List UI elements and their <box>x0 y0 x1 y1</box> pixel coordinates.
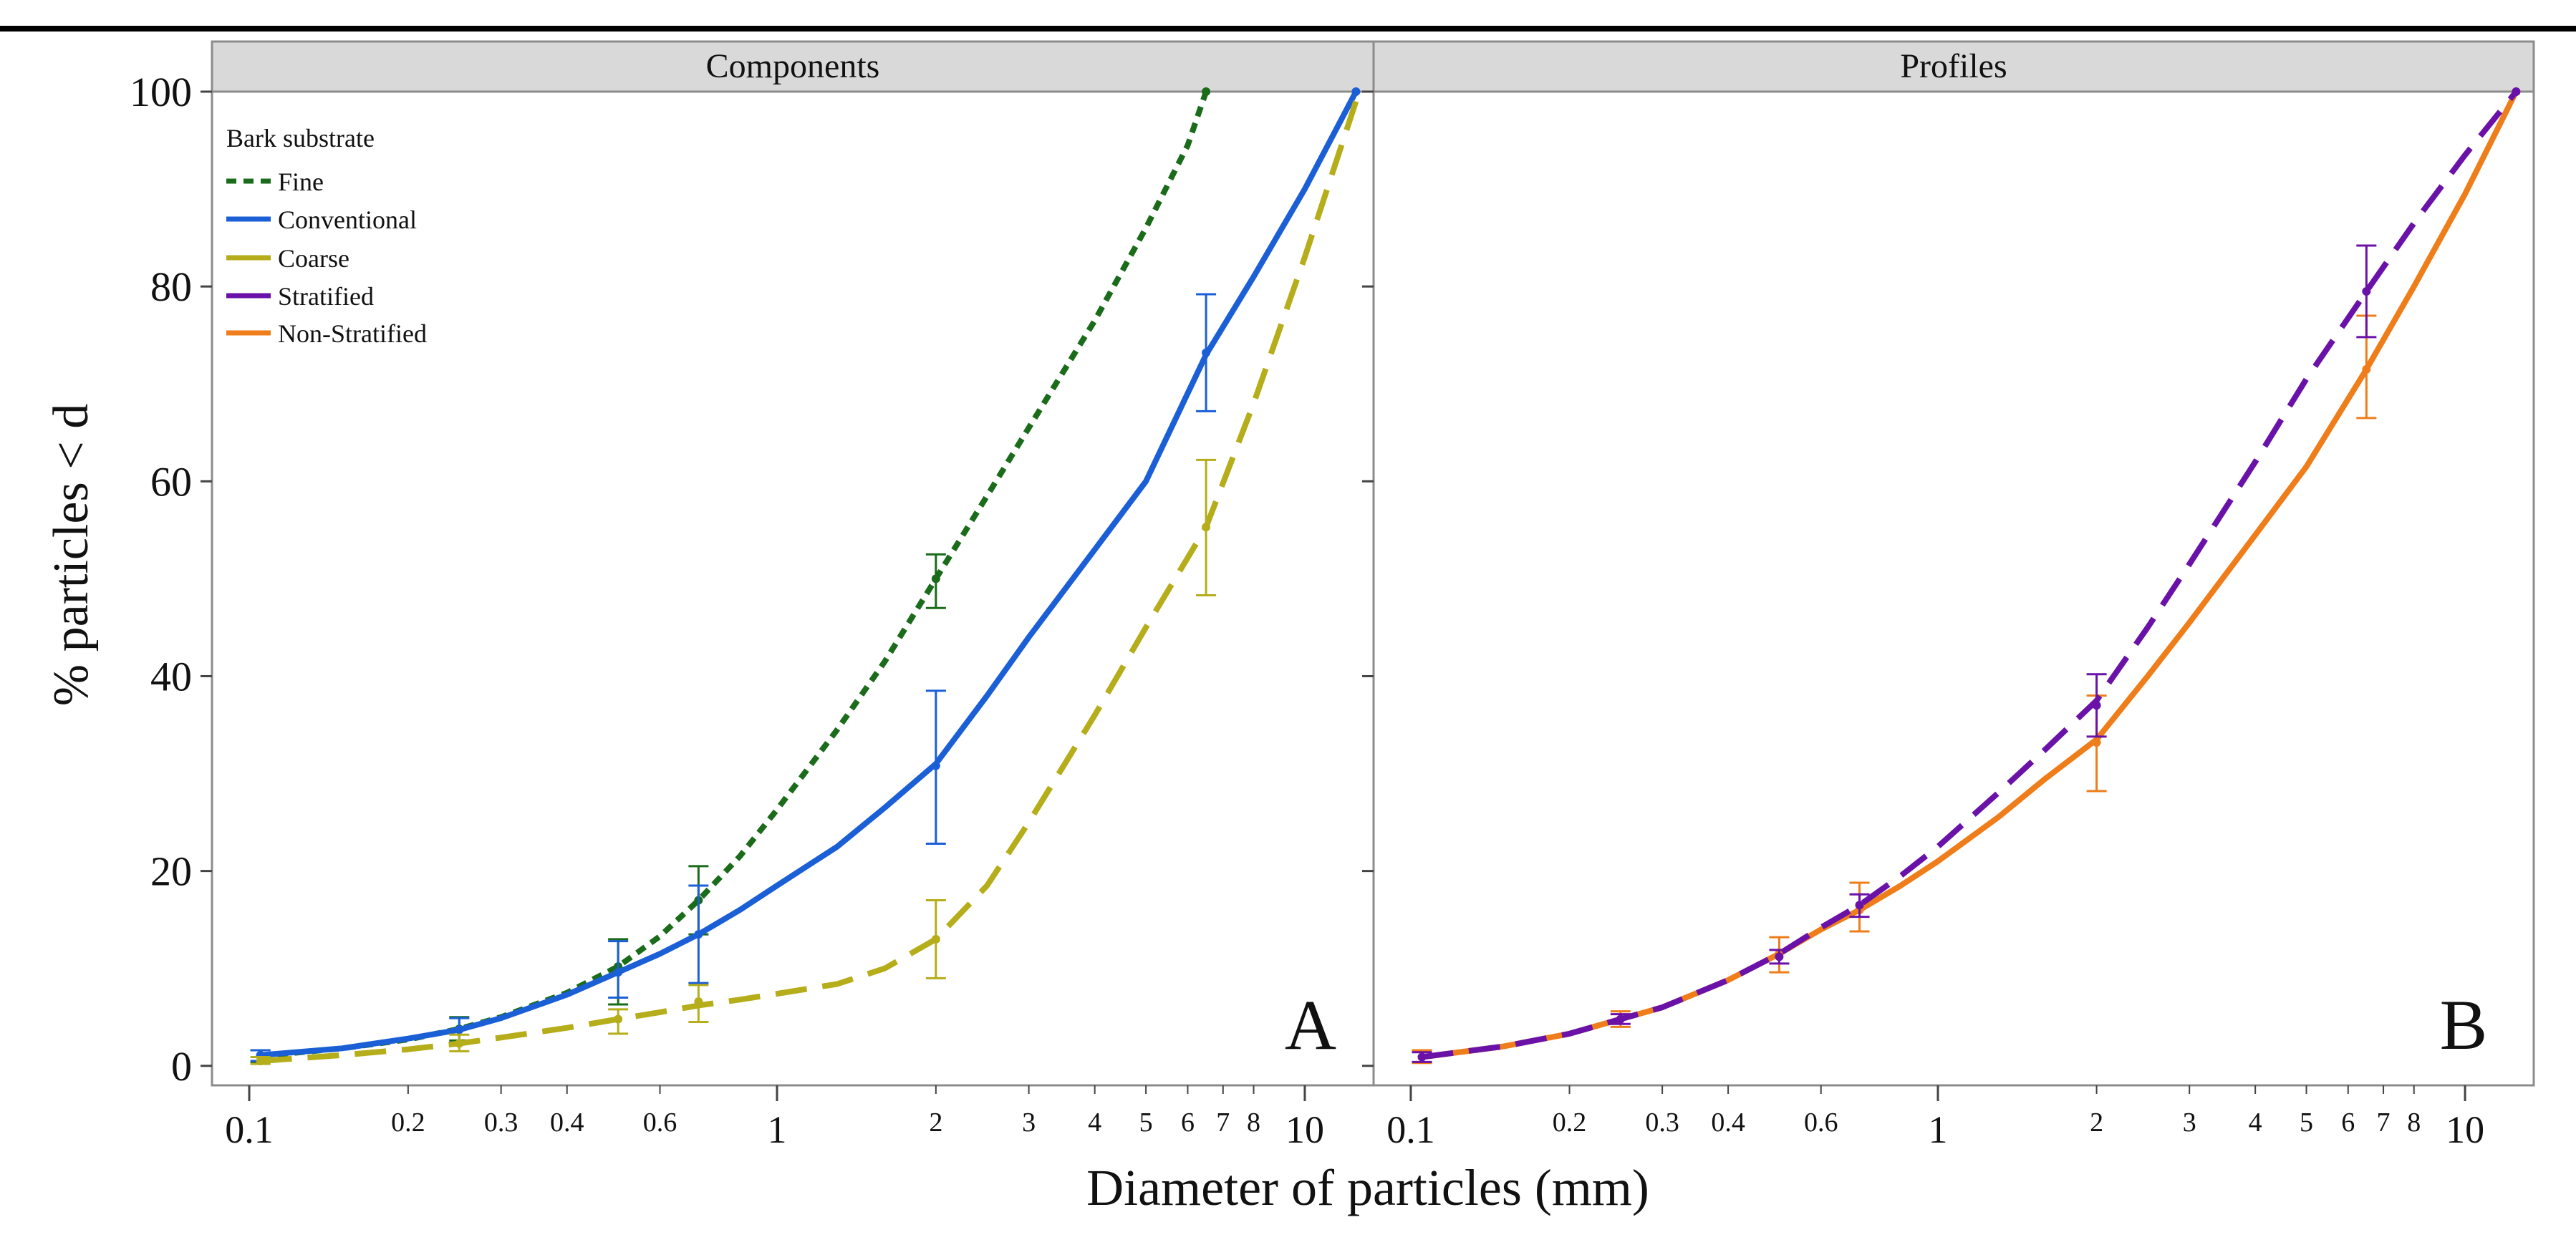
panel-a-x-tick-label-0p1: 0.1 <box>225 1108 274 1151</box>
panel-a-x-minor-tick-label-4: 4 <box>1088 1108 1101 1138</box>
legend-item-coarse: Coarse <box>226 244 349 273</box>
panel-a-x-minor-tick-label-2: 2 <box>929 1108 942 1138</box>
legend-item-conventional: Conventional <box>226 205 417 234</box>
legend-label-conventional: Conventional <box>278 205 417 234</box>
legend-label-stratified: Stratified <box>278 282 374 311</box>
top-border-rule <box>0 26 2576 32</box>
panel-b-header <box>1372 40 2535 93</box>
panel-a-x-minor-tick-label-0p2: 0.2 <box>391 1108 425 1138</box>
panel-profiles: Profiles 0.1 1 10 0.2 0.3 0.4 0.6 2 3 4 5 6 7 8 B <box>1362 40 2535 1151</box>
panel-b-plot-frame <box>1372 90 2535 1087</box>
legend-label-fine: Fine <box>278 168 324 196</box>
panel-a-title: Components <box>706 47 880 85</box>
panel-a-header <box>211 40 1375 93</box>
panel-b-series <box>1412 87 2521 1065</box>
y-tick-label-0: 0 <box>171 1043 192 1090</box>
panel-b-x-minor-tick-label-0p6: 0.6 <box>1804 1108 1838 1138</box>
legend-label-non-stratified: Non-Stratified <box>278 319 427 348</box>
panel-a-ticks: 0 20 40 60 80 100 0.1 1 10 0.2 0.3 0.4 0.6 2 3 4 5 6 7 8 <box>130 69 1324 1151</box>
panel-a-conventional-curve <box>260 90 1359 1058</box>
panel-a-x-minor-tick-label-0p4: 0.4 <box>550 1108 584 1138</box>
panel-a-x-tick-label-10: 10 <box>1285 1108 1324 1151</box>
y-tick-label-80: 80 <box>150 263 192 310</box>
panel-b-x-minor-tick-label-0p3: 0.3 <box>1645 1108 1679 1138</box>
panel-b-x-minor-tick-label-7: 7 <box>2377 1108 2391 1138</box>
panel-a-letter: A <box>1285 985 1336 1065</box>
panel-b-x-tick-label-0p1: 0.1 <box>1386 1108 1435 1151</box>
legend-label-coarse: Coarse <box>278 244 349 273</box>
panel-b-x-tick-label-10: 10 <box>2446 1108 2484 1151</box>
legend-item-fine: Fine <box>226 168 324 196</box>
legend-title: Bark substrate <box>226 124 375 152</box>
panel-b-x-tick-label-1: 1 <box>1929 1108 1948 1151</box>
panel-a-x-minor-tick-label-5: 5 <box>1139 1108 1153 1138</box>
panel-b-stratified-point-2 <box>1775 952 1784 961</box>
panel-a-x-minor-tick-label-8: 8 <box>1247 1108 1260 1138</box>
panel-a-x-minor-tick-label-7: 7 <box>1216 1108 1230 1138</box>
x-axis-title: Diameter of particles (mm) <box>1086 1159 1649 1216</box>
panel-b-x-minor-tick-label-5: 5 <box>2300 1108 2313 1138</box>
panel-b-non_stratified-curve <box>1421 90 2519 1060</box>
panel-components: Components 0 20 40 60 80 100 0.1 1 10 0.2 0.3 0.4 0.… <box>130 40 1375 1151</box>
panel-a-x-minor-tick-label-3: 3 <box>1022 1108 1036 1138</box>
panel-a-series <box>250 87 1361 1065</box>
panel-a-plot-frame <box>211 90 1375 1087</box>
panel-a-x-minor-tick-label-0p3: 0.3 <box>484 1108 518 1138</box>
panel-b-x-minor-tick-label-0p4: 0.4 <box>1711 1108 1745 1138</box>
panel-b-x-minor-tick-label-6: 6 <box>2341 1108 2355 1138</box>
y-tick-label-40: 40 <box>150 653 192 699</box>
y-tick-label-100: 100 <box>130 69 192 115</box>
legend-item-stratified: Stratified <box>226 282 374 311</box>
panel-a-x-minor-tick-label-6: 6 <box>1181 1108 1195 1138</box>
legend-item-non-stratified: Non-Stratified <box>226 319 427 348</box>
panel-b-stratified-point-5 <box>2362 286 2371 296</box>
panel-b-x-minor-tick-label-4: 4 <box>2249 1108 2262 1138</box>
panel-b-x-minor-tick-label-0p2: 0.2 <box>1553 1108 1587 1138</box>
panel-b-title: Profiles <box>1900 47 2007 85</box>
panel-b-x-minor-tick-label-3: 3 <box>2183 1108 2196 1138</box>
y-tick-label-20: 20 <box>150 848 192 895</box>
y-axis-title: % particles < d <box>44 404 99 706</box>
panel-b-stratified-point-3 <box>1855 901 1864 910</box>
legend: Bark substrate Fine Conventional Coarse … <box>226 124 427 348</box>
y-tick-label-60: 60 <box>150 458 192 505</box>
panel-a-x-tick-label-1: 1 <box>767 1108 786 1151</box>
panel-b-x-minor-tick-label-2: 2 <box>2090 1108 2103 1138</box>
panel-b-ticks: 0.1 1 10 0.2 0.3 0.4 0.6 2 3 4 5 6 7 8 <box>1362 90 2484 1151</box>
panel-b-x-minor-tick-label-8: 8 <box>2407 1108 2421 1138</box>
panel-a-x-minor-tick-label-0p6: 0.6 <box>643 1108 677 1138</box>
panel-b-letter: B <box>2440 985 2488 1065</box>
